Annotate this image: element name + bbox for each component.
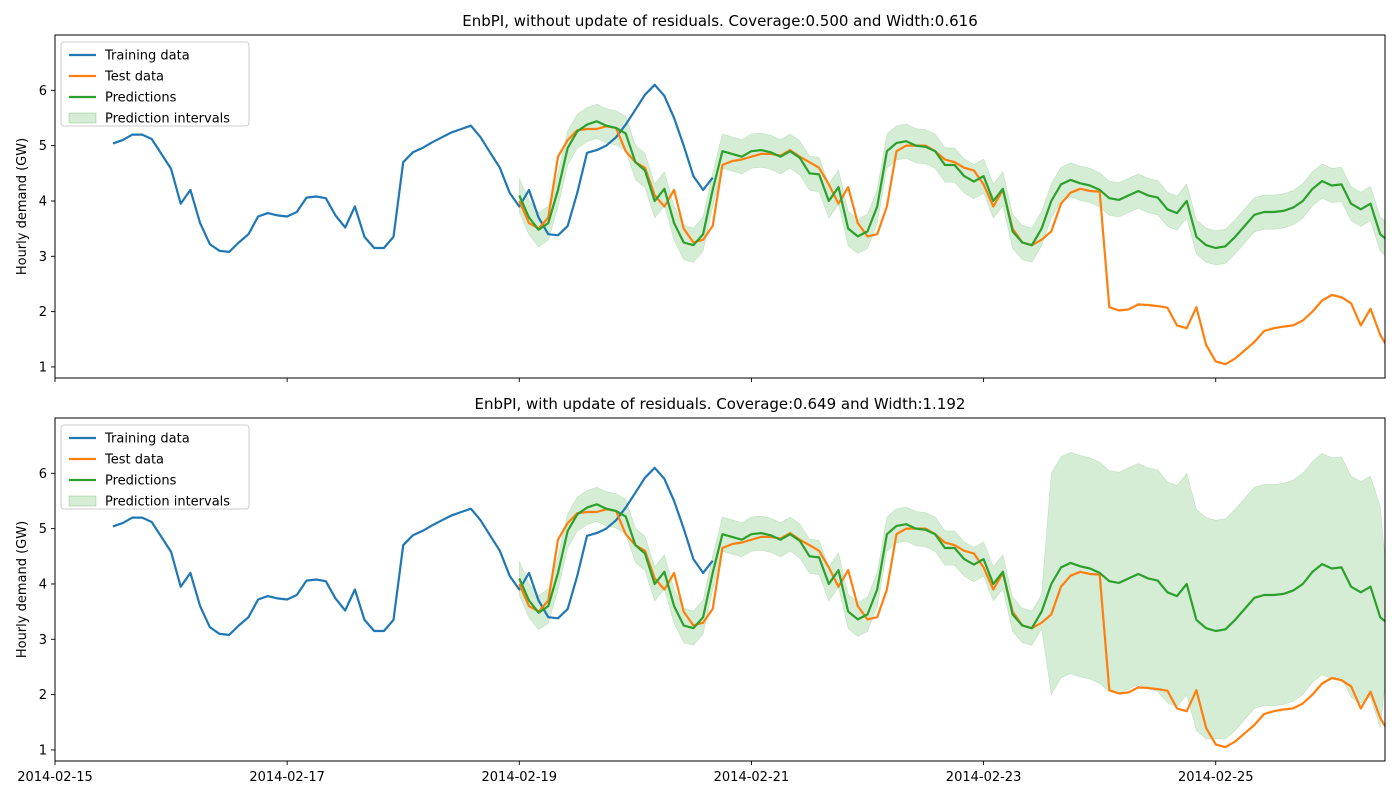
y-tick-label: 1 — [39, 743, 47, 758]
x-tick-label: 2014-02-21 — [714, 770, 790, 785]
predictions-line — [518, 503, 1385, 633]
y-tick-label: 2 — [39, 305, 47, 320]
legend-training-data-label: Training data — [104, 49, 190, 64]
training-data-line — [112, 83, 714, 253]
plot-frame — [54, 417, 1386, 762]
y-tick-label: 1 — [39, 360, 47, 375]
plot-frame — [54, 34, 1386, 379]
x-tick-label: 2014-02-23 — [946, 770, 1022, 785]
legend-test-data-label: Test data — [104, 453, 164, 468]
test-data-line — [518, 508, 1385, 749]
legend-predictions-label: Predictions — [105, 474, 177, 489]
y-axis-label: Hourly demand (GW) — [15, 138, 30, 275]
legend-prediction-intervals-label: Prediction intervals — [105, 112, 230, 127]
chart-title: EnbPI, with update of residuals. Coverag… — [475, 395, 966, 413]
legend-test-data-label: Test data — [104, 70, 164, 85]
y-axis-label: Hourly demand (GW) — [15, 521, 30, 658]
y-tick-label: 2 — [39, 688, 47, 703]
x-tick-label: 2014-02-25 — [1178, 770, 1254, 785]
training-data-line — [112, 466, 714, 637]
prediction-interval-band — [519, 103, 1385, 266]
test-data-line — [518, 125, 1385, 366]
legend-prediction-intervals-label: Prediction intervals — [105, 495, 230, 510]
legend: Training data Test data Predictions Predict… — [60, 424, 250, 510]
plot-area — [112, 83, 1385, 366]
y-tick-label: 5 — [39, 139, 47, 154]
legend-predictions-label: Predictions — [105, 91, 177, 106]
chart-panel-2: EnbPI, with update of residuals. Coverag… — [15, 395, 1386, 785]
chart-panel-1: EnbPI, without update of residuals. Cove… — [15, 12, 1386, 382]
legend-box — [60, 424, 250, 510]
x-tick-label: 2014-02-15 — [17, 770, 93, 785]
y-tick-label: 6 — [39, 84, 47, 99]
predictions-line — [518, 120, 1385, 250]
y-tick-label: 5 — [39, 522, 47, 537]
chart-title: EnbPI, without update of residuals. Cove… — [462, 12, 978, 30]
legend-box — [60, 41, 250, 127]
y-tick-label: 4 — [39, 194, 47, 209]
prediction-interval-band — [519, 451, 1385, 740]
legend-prediction-intervals-swatch — [68, 495, 97, 507]
y-tick-label: 6 — [39, 467, 47, 482]
legend: Training data Test data Predictions Predict… — [60, 41, 250, 127]
x-tick-label: 2014-02-19 — [482, 770, 558, 785]
legend-prediction-intervals-swatch — [68, 112, 97, 124]
legend-training-data-label: Training data — [104, 432, 190, 447]
y-tick-label: 4 — [39, 577, 47, 592]
y-tick-label: 3 — [39, 633, 47, 648]
x-tick-label: 2014-02-17 — [249, 770, 325, 785]
y-tick-label: 3 — [39, 250, 47, 265]
plot-area — [112, 451, 1385, 749]
